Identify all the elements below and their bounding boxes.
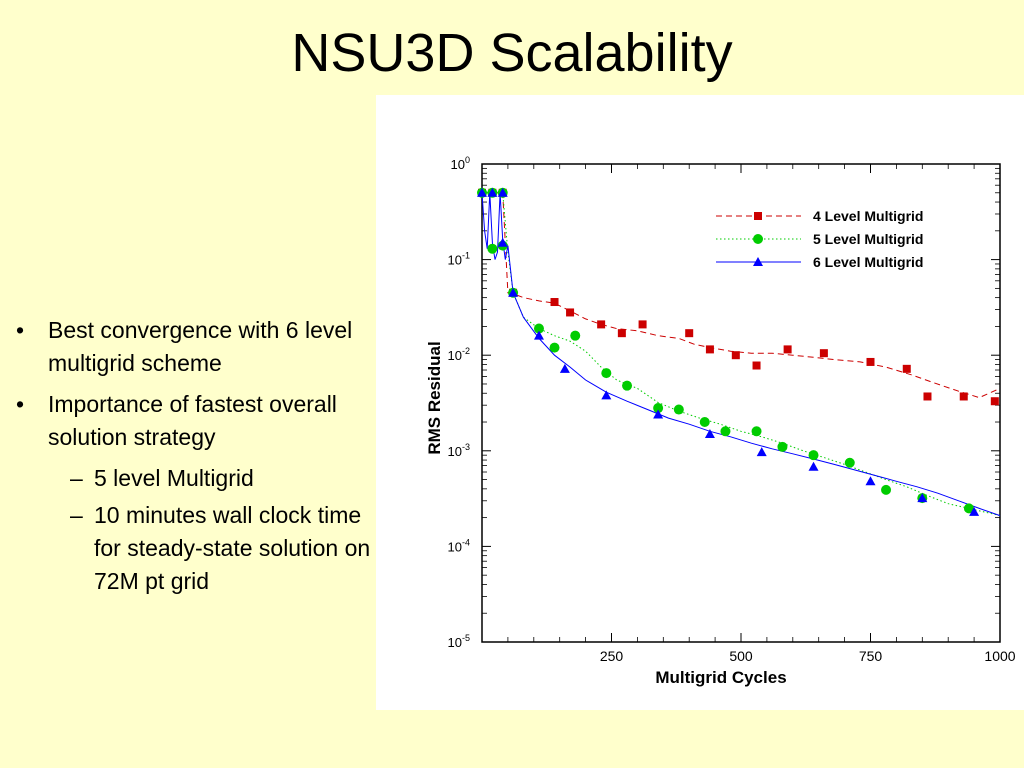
residual-chart: 100 10-1 10-2 10-3 10-4 10-5 250 500 750 1000 Mult… xyxy=(425,155,1016,687)
series-1-point xyxy=(819,349,828,358)
bullet-item: • Best convergence with 6 level multigri… xyxy=(14,314,374,380)
series-1-point xyxy=(783,345,792,354)
series-1-point xyxy=(597,320,606,329)
series-2-point xyxy=(699,417,710,428)
legend-label: 4 Level Multigrid xyxy=(813,208,923,224)
bullet-icon: • xyxy=(16,317,25,343)
series-3-point xyxy=(601,390,612,400)
series-1-point xyxy=(866,357,875,366)
series-2-point xyxy=(673,404,684,415)
slide-title: NSU3D Scalability xyxy=(291,23,733,83)
y-tick-label: 10-4 xyxy=(448,537,470,554)
series-2-point xyxy=(653,403,664,414)
series-2-point xyxy=(487,243,498,254)
sub-bullet-text: 10 minutes wall clock time for steady-st… xyxy=(94,502,371,594)
y-tick-label: 100 xyxy=(451,155,470,172)
series-2-point xyxy=(622,380,633,391)
series-line-1 xyxy=(482,192,1001,399)
series-3-point xyxy=(487,187,498,197)
y-tick-label: 10-3 xyxy=(448,442,470,459)
bullet-list: • Best convergence with 6 level multigri… xyxy=(14,314,374,602)
sub-bullet-text: 5 level Multigrid xyxy=(94,465,254,491)
sub-bullet-item: – 5 level Multigrid xyxy=(14,462,374,495)
series-1-point xyxy=(990,397,999,406)
x-tick-label: 1000 xyxy=(984,648,1015,664)
series-2-point xyxy=(751,426,762,437)
dash-icon: – xyxy=(70,502,83,528)
y-tick-label: 10-2 xyxy=(448,346,470,363)
series-3-point xyxy=(533,330,544,340)
y-tick-label: 10-1 xyxy=(448,251,470,268)
series-2-point xyxy=(808,450,819,461)
bullet-text: Best convergence with 6 level multigrid … xyxy=(48,317,353,376)
series-1-point xyxy=(902,364,911,373)
series-2-point xyxy=(549,342,560,353)
series-2-point xyxy=(844,457,855,468)
series-1-point xyxy=(752,361,761,370)
series-1-point xyxy=(685,329,694,338)
x-tick-label: 750 xyxy=(859,648,883,664)
bullet-text: Importance of fastest overall solution s… xyxy=(48,391,337,450)
series-3-point xyxy=(969,506,980,516)
series-3-point xyxy=(704,428,715,438)
bullet-icon: • xyxy=(16,391,25,417)
bullet-item: • Importance of fastest overall solution… xyxy=(14,388,374,454)
series-3-point xyxy=(865,476,876,486)
x-tick-label: 500 xyxy=(729,648,753,664)
series-2-point xyxy=(881,484,892,495)
series-2-point xyxy=(720,426,731,437)
series-3-point xyxy=(497,237,508,247)
series-3-point xyxy=(508,287,519,297)
legend-label: 6 Level Multigrid xyxy=(813,254,923,270)
series-line-3 xyxy=(481,192,1001,517)
legend-marker xyxy=(753,234,763,244)
legend-marker xyxy=(754,212,762,220)
series-2-point xyxy=(963,503,974,514)
series-2-point xyxy=(533,323,544,334)
series-3-point xyxy=(756,447,767,457)
series-3-point xyxy=(497,187,508,197)
x-axis-label: Multigrid Cycles xyxy=(655,668,786,687)
series-3-point xyxy=(808,461,819,471)
y-axis-label: RMS Residual xyxy=(425,341,444,454)
series-1-point xyxy=(638,320,647,329)
series-1-point xyxy=(959,392,968,401)
series-2-point xyxy=(601,368,612,379)
series-2-point xyxy=(570,330,581,341)
y-tick-label: 10-5 xyxy=(448,633,470,650)
series-1-point xyxy=(705,345,714,354)
legend-marker xyxy=(753,257,763,266)
series-1-point xyxy=(617,329,626,338)
series-3-point xyxy=(917,493,928,503)
series-line-2 xyxy=(482,192,1001,517)
sub-bullet-item: – 10 minutes wall clock time for steady-… xyxy=(14,499,374,598)
chart-panel: 100 10-1 10-2 10-3 10-4 10-5 250 500 750 1000 Mult… xyxy=(376,95,1024,710)
series-2-point xyxy=(777,441,788,452)
dash-icon: – xyxy=(70,465,83,491)
x-tick-label: 250 xyxy=(600,648,624,664)
series-1-point xyxy=(923,392,932,401)
legend-label: 5 Level Multigrid xyxy=(813,231,923,247)
series-1-point xyxy=(550,298,559,307)
series-1-point xyxy=(566,308,575,317)
series-3-point xyxy=(653,409,664,419)
series-1-point xyxy=(731,351,740,360)
series-3-point xyxy=(559,363,570,373)
series-3-point xyxy=(477,187,487,197)
